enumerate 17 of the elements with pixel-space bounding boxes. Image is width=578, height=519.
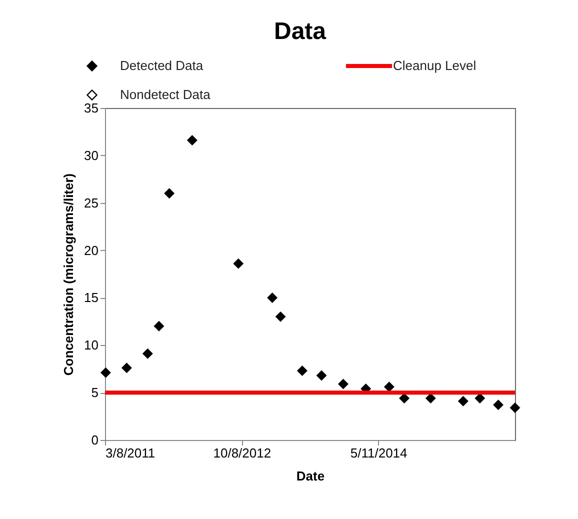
x-tick-label: 3/8/2011 — [106, 446, 156, 460]
y-tick-label: 20 — [84, 242, 98, 258]
legend-label: Nondetect Data — [120, 87, 212, 102]
y-tick-label: 5 — [91, 385, 98, 400]
x-axis-title: Date — [296, 468, 325, 484]
y-tick-label: 30 — [84, 148, 98, 163]
y-axis-title: Concentration (micrograms/liter) — [61, 173, 76, 376]
x-tick-label: 5/11/2014 — [350, 446, 408, 460]
x-tick-label: 10/8/2012 — [213, 446, 272, 460]
legend-label: Detected Data — [120, 58, 204, 73]
y-tick-label: 10 — [84, 338, 98, 353]
y-tick-label: 0 — [91, 432, 98, 448]
y-tick-label: 15 — [84, 290, 98, 306]
legend-label: Cleanup Level — [393, 58, 476, 73]
y-tick-label: 35 — [84, 100, 98, 116]
y-tick-label: 25 — [84, 195, 98, 210]
chart-title: Data — [274, 18, 327, 45]
